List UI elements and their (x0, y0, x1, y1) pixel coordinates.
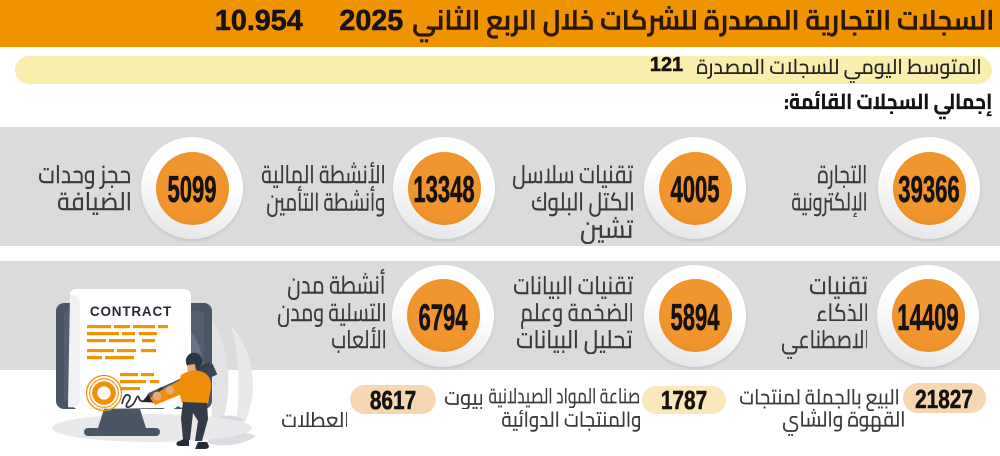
svg-text:CONTRACT: CONTRACT (90, 304, 172, 319)
